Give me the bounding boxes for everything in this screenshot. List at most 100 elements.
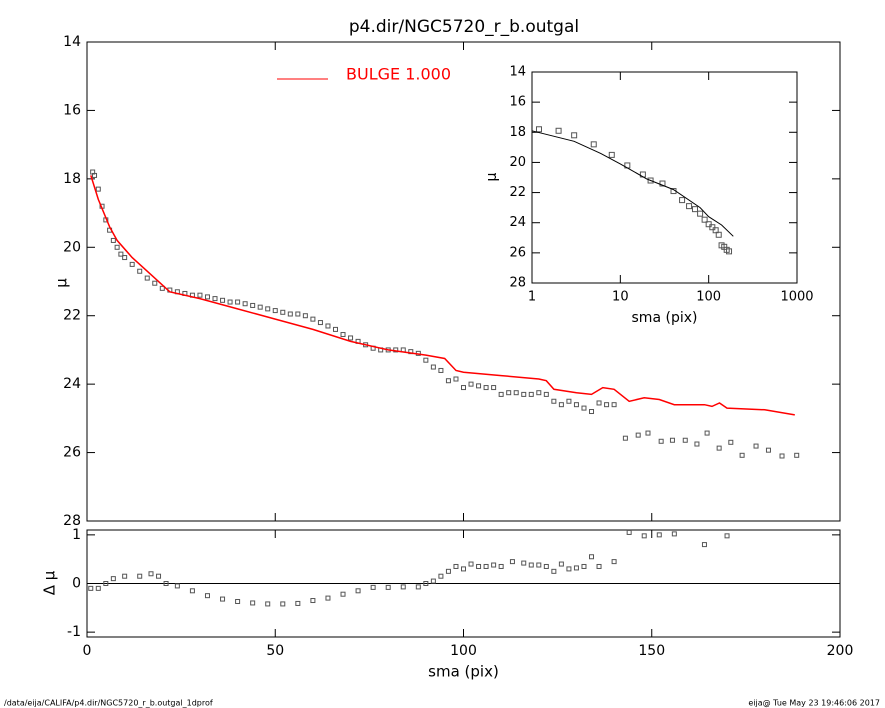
chart-title: p4.dir/NGC5720_r_b.outgal [349, 17, 579, 37]
data-point [622, 435, 628, 441]
data-point [159, 285, 165, 291]
y-tick-label: 28 [63, 513, 81, 529]
data-point [491, 385, 497, 391]
plot-frame [86, 41, 841, 522]
data-point [551, 568, 557, 574]
data-point [461, 385, 466, 391]
data-point [686, 203, 693, 210]
data-point [581, 563, 587, 569]
y-tick-label: 20 [509, 155, 526, 170]
y-axis-label: μ [484, 172, 500, 181]
data-point [709, 224, 716, 231]
footer-right: eija@ Tue May 23 19:46:06 2017 [748, 699, 880, 708]
y-tick-label: -1 [67, 624, 81, 640]
data-point [438, 573, 444, 579]
data-point [355, 588, 361, 594]
data-point [110, 576, 116, 582]
data-point [589, 554, 595, 560]
y-tick-label: 22 [509, 185, 526, 200]
data-point [137, 573, 143, 579]
data-point [635, 432, 641, 438]
data-point [257, 304, 263, 310]
data-point [265, 601, 271, 607]
data-point [498, 391, 504, 397]
y-tick-label: 14 [509, 65, 526, 80]
data-point [645, 430, 651, 436]
x-tick-label: 0 [83, 643, 92, 659]
data-point [92, 172, 98, 178]
data-point [679, 197, 686, 204]
data-point [611, 559, 617, 565]
data-point [453, 376, 459, 382]
data-point [220, 596, 226, 602]
data-point [340, 332, 346, 338]
y-tick-label: 26 [509, 245, 526, 260]
data-point [445, 568, 451, 574]
y-tick-label: 0 [72, 576, 81, 592]
data-point [385, 584, 391, 590]
data-point [705, 221, 712, 228]
data-point [400, 584, 406, 590]
data-point [697, 210, 704, 217]
data-point [694, 441, 700, 447]
data-point [528, 391, 534, 397]
data-point [498, 563, 504, 569]
data-point [728, 439, 734, 445]
data-point [95, 186, 101, 192]
data-point [794, 452, 800, 458]
data-point [468, 561, 474, 567]
data-point [370, 584, 376, 590]
data-point [122, 573, 128, 579]
data-point [430, 364, 436, 370]
x-tick-label: 100 [696, 290, 721, 305]
data-point [581, 405, 587, 411]
data-point [310, 598, 316, 604]
data-point [641, 533, 647, 539]
data-point [295, 311, 301, 317]
data-point [461, 566, 466, 572]
data-point [779, 453, 785, 459]
data-point [423, 357, 429, 363]
data-point [656, 532, 662, 538]
data-point [317, 320, 323, 326]
data-point [555, 127, 562, 134]
data-point [543, 563, 549, 569]
y-tick-label: 18 [509, 125, 526, 140]
y-tick-label: 18 [63, 171, 81, 187]
data-point [476, 383, 482, 389]
data-point [596, 400, 602, 406]
x-tick-label: 50 [266, 643, 284, 659]
plot-frame [531, 71, 798, 284]
data-point [558, 561, 564, 567]
data-point [558, 402, 564, 408]
data-point [332, 326, 338, 332]
data-point [242, 301, 248, 307]
data-point [265, 306, 271, 312]
y-tick-label: 28 [509, 276, 526, 291]
y-tick-label: 24 [509, 215, 526, 230]
data-point [608, 151, 615, 158]
data-point [235, 299, 241, 305]
data-point [691, 206, 698, 213]
data-point [590, 141, 597, 148]
data-point [753, 443, 759, 449]
data-point [152, 280, 158, 286]
data-point [566, 398, 572, 404]
profile-line [531, 130, 734, 237]
data-point [611, 402, 617, 408]
data-point [726, 248, 733, 255]
data-point [566, 566, 572, 572]
x-axis-label: sma (pix) [428, 663, 499, 681]
data-point [235, 598, 241, 604]
data-point [144, 275, 150, 281]
x-tick-label: 1000 [780, 290, 813, 305]
data-point [445, 378, 451, 384]
data-point [573, 565, 579, 571]
data-point [658, 438, 664, 444]
data-point [438, 367, 444, 373]
data-point [536, 390, 542, 396]
data-point [604, 402, 610, 408]
data-point [647, 177, 654, 184]
